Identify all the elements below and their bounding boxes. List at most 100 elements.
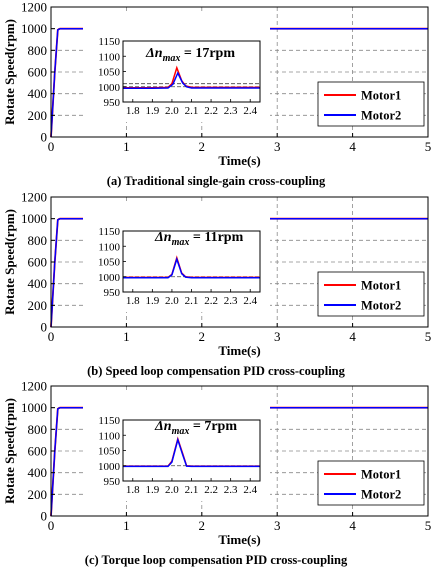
inset-line-motor2 [123, 256, 260, 279]
inset-x-tick-label: 2.1 [185, 484, 199, 496]
legend-label-motor1: Motor1 [361, 279, 401, 293]
y-tick-label: 1200 [21, 190, 47, 205]
inset-annotation: Δnmax = 11rpm [154, 230, 244, 248]
inset-y-tick-label: 1100 [98, 241, 120, 253]
y-tick-label: 200 [28, 487, 48, 502]
inset-line-motor2 [123, 437, 260, 468]
inset-y-tick-label: 1050 [98, 67, 121, 79]
y-tick-label: 1200 [21, 0, 47, 15]
inset-x-tick-label: 2.3 [224, 295, 238, 307]
x-tick-label: 0 [48, 518, 55, 533]
inset-x-tick-label: 1.8 [126, 105, 140, 117]
inset-y-tick-label: 1000 [98, 82, 121, 94]
tick-labels: 0 1 2 3 4 5 0 200 400 600 800 1000 1200 [21, 0, 431, 154]
inset-x-tick-label: 2.0 [165, 105, 179, 117]
tick-labels: 0 1 2 3 4 5 0 200 400 600 800 1000 1200 [21, 190, 431, 345]
y-tick-label: 1200 [21, 379, 47, 394]
inset-x-tick-label: 1.8 [126, 295, 140, 307]
inset-x-tick-label: 2.4 [243, 105, 257, 117]
panel-c: 0 1 2 3 4 5 0 200 400 600 800 1000 1200 Time(s) Rota… [2, 379, 431, 568]
inset-x-tick-label: 2.2 [204, 295, 218, 307]
panel-a: 0 1 2 3 4 5 0 200 400 600 800 1000 1200 Time(s) Rota… [2, 0, 431, 188]
y-tick-label: 600 [28, 444, 48, 459]
inset-annotation: Δnmax = 7rpm [154, 419, 237, 437]
x-axis-label: Time(s) [218, 343, 260, 358]
x-tick-label: 3 [274, 518, 281, 533]
inset-y-tick-label: 1100 [98, 51, 120, 63]
inset-x-tick-label: 1.9 [145, 484, 159, 496]
x-axis-label: Time(s) [218, 532, 260, 547]
inset-x-tick-label: 2.1 [185, 295, 199, 307]
legend: Motor1 Motor2 [317, 81, 425, 127]
legend-label-motor1: Motor1 [361, 468, 401, 482]
x-tick-label: 4 [349, 139, 356, 154]
inset-x-tick-label: 2.4 [243, 484, 257, 496]
y-tick-label: 800 [28, 43, 48, 58]
x-tick-label: 5 [425, 139, 432, 154]
y-tick-label: 1000 [21, 21, 47, 36]
x-tick-label: 1 [123, 139, 130, 154]
x-tick-label: 3 [274, 329, 281, 344]
inset-y-tick-label: 1150 [98, 415, 120, 427]
y-axis-label: Rotate Speed(rpm) [2, 209, 17, 315]
y-tick-label: 0 [41, 320, 48, 335]
inset-chart: 1.8 1.9 2.0 2.1 2.2 2.3 2.4 950 1000 1050 1100 1150… [83, 392, 270, 501]
legend-label-motor2: Motor2 [361, 488, 401, 502]
y-tick-label: 600 [28, 65, 48, 80]
tick-labels: 0 1 2 3 4 5 0 200 400 600 800 1000 1200 [21, 379, 431, 534]
inset-y-tick-label: 1000 [98, 461, 121, 473]
x-tick-label: 0 [48, 139, 55, 154]
inset-y-tick-label: 1000 [98, 272, 121, 284]
inset-annotation: Δnmax = 17rpm [145, 46, 235, 64]
x-tick-label: 2 [199, 329, 206, 344]
legend-box [317, 271, 425, 317]
legend-label-motor1: Motor1 [361, 89, 401, 103]
y-tick-label: 800 [28, 233, 48, 248]
panel-caption: (b) Speed loop compensation PID cross-co… [87, 364, 346, 378]
inset-x-tick-label: 1.8 [126, 484, 140, 496]
x-axis-label: Time(s) [218, 153, 260, 168]
inset-x-tick-label: 1.9 [145, 105, 159, 117]
legend-label-motor2: Motor2 [361, 299, 401, 313]
x-tick-label: 3 [274, 139, 281, 154]
x-tick-label: 4 [349, 518, 356, 533]
y-tick-label: 1000 [21, 400, 47, 415]
x-tick-label: 5 [425, 329, 432, 344]
y-tick-label: 200 [28, 108, 48, 123]
legend-box [317, 460, 425, 506]
panel-caption: (c) Torque loop compensation PID cross-c… [85, 553, 348, 567]
inset-y-tick-label: 1100 [98, 430, 120, 442]
panel-b: 0 1 2 3 4 5 0 200 400 600 800 1000 1200 Time(s) Rota… [2, 190, 431, 379]
y-tick-label: 200 [28, 298, 48, 313]
y-tick-label: 400 [28, 276, 48, 291]
inset-x-tick-label: 1.9 [145, 295, 159, 307]
inset-x-tick-label: 2.0 [165, 295, 179, 307]
legend-label-motor2: Motor2 [361, 109, 401, 123]
x-tick-label: 1 [123, 518, 130, 533]
inset-y-tick-label: 950 [104, 97, 121, 109]
x-tick-label: 0 [48, 329, 55, 344]
inset-y-tick-label: 950 [104, 476, 121, 488]
y-tick-label: 0 [41, 509, 48, 524]
y-axis-label: Rotate Speed(rpm) [2, 398, 17, 504]
inset-line-motor2 [123, 71, 260, 90]
x-tick-label: 4 [349, 329, 356, 344]
inset-y-tick-label: 1050 [98, 446, 121, 458]
panel-caption: (a) Traditional single-gain cross-coupli… [107, 174, 326, 188]
inset-y-tick-label: 1050 [98, 257, 121, 269]
y-tick-label: 600 [28, 255, 48, 270]
inset-x-tick-label: 2.0 [165, 484, 179, 496]
y-axis-label: Rotate Speed(rpm) [2, 19, 17, 125]
x-tick-label: 5 [425, 518, 432, 533]
inset-chart: 1.8 1.9 2.0 2.1 2.2 2.3 2.4 950 1000 1050 1100 1150… [83, 13, 270, 122]
x-tick-label: 2 [199, 518, 206, 533]
legend-box [317, 81, 425, 127]
inset-x-tick-label: 2.3 [224, 484, 238, 496]
x-tick-label: 2 [199, 139, 206, 154]
y-tick-label: 400 [28, 465, 48, 480]
y-tick-label: 400 [28, 86, 48, 101]
inset-y-tick-label: 1150 [98, 226, 120, 238]
inset-x-tick-label: 2.4 [243, 295, 257, 307]
legend: Motor1 Motor2 [317, 460, 425, 506]
